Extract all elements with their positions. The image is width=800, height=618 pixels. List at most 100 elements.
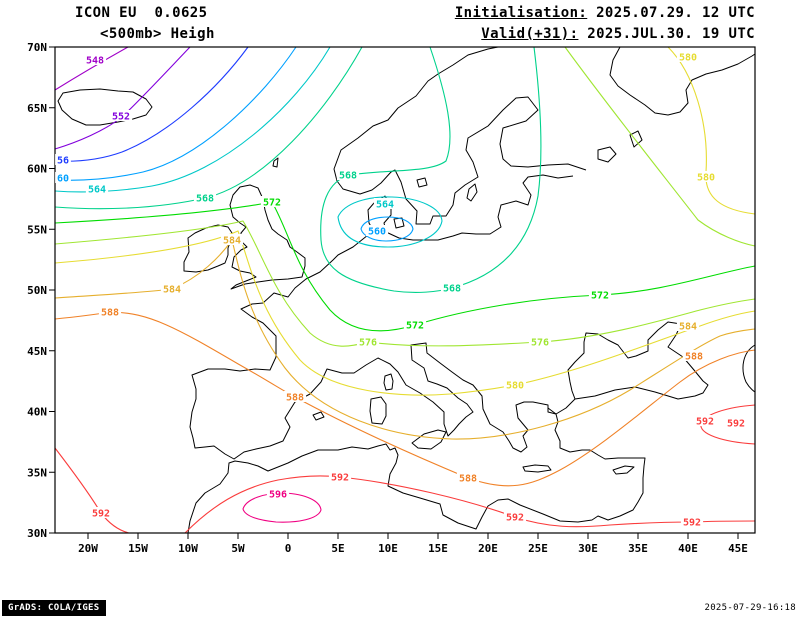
y-tick-label: 65N	[27, 102, 47, 115]
x-tick-label: 10W	[178, 542, 198, 555]
valid-label: Valid(+31):	[481, 26, 579, 42]
contour-592	[54, 447, 130, 534]
contour-556	[54, 46, 249, 162]
coastline	[597, 146, 617, 163]
contour-label-584: 584	[679, 322, 697, 333]
contour-label-bg	[503, 511, 527, 522]
contour-label-592: 592	[506, 513, 524, 524]
contour-label-bg	[694, 171, 718, 182]
contour-label-bg	[676, 320, 700, 331]
contour-label-bg	[693, 415, 717, 426]
contour-label-bg	[440, 282, 464, 293]
init-label: Initialisation:	[454, 5, 588, 21]
coastline	[411, 429, 447, 450]
contour-label-bg	[193, 192, 217, 203]
grads-badge: GrADS: COLA/IGES	[2, 600, 106, 616]
coastline	[229, 184, 306, 290]
contour-label-bg	[676, 51, 700, 62]
contour-label-bg	[336, 169, 360, 180]
contour-560	[54, 46, 297, 181]
coastline	[272, 157, 279, 168]
contour-label-568: 568	[339, 171, 357, 182]
contour-label-580: 580	[679, 53, 697, 64]
coastline	[312, 411, 325, 421]
x-tick-label: 20E	[478, 542, 498, 555]
coastline	[416, 177, 428, 188]
contour-label-576: 576	[359, 338, 377, 349]
coastline	[567, 321, 709, 400]
contour-label-576: 576	[531, 338, 549, 349]
coastline	[369, 396, 387, 425]
contour-label-592: 592	[331, 473, 349, 484]
y-tick-label: 30N	[27, 527, 47, 540]
contour-548	[54, 46, 129, 91]
contour-label-bg	[220, 234, 244, 245]
contour-label-564: 564	[88, 185, 106, 196]
contour-588	[54, 311, 756, 487]
contour-label-584: 584	[163, 285, 181, 296]
contour-label-bg	[160, 283, 184, 294]
contour-label-bg	[503, 379, 527, 390]
contour-label-592: 592	[696, 417, 714, 428]
contour-label-564: 564	[376, 200, 394, 211]
contour-label-bg	[83, 54, 107, 65]
contour-label-bg	[356, 336, 380, 347]
y-tick-label: 50N	[27, 284, 47, 297]
contour-label-bg	[55, 172, 71, 183]
coastline	[187, 407, 646, 534]
init-value: 2025.07.29. 12 UTC	[587, 5, 755, 21]
contour-label-556: 56	[57, 156, 69, 167]
coastline	[57, 88, 153, 126]
y-tick-label: 55N	[27, 223, 47, 236]
contour-label-580: 580	[506, 381, 524, 392]
contour-label-bg	[89, 507, 113, 518]
contour-label-bg	[283, 391, 307, 402]
coastline	[183, 224, 233, 273]
x-tick-label: 15W	[128, 542, 148, 555]
contour-564	[337, 196, 443, 248]
x-tick-label: 40E	[678, 542, 698, 555]
contour-label-bg	[98, 306, 122, 317]
coastline	[609, 46, 756, 116]
contour-label-bg	[724, 417, 748, 428]
contour-label-bg	[682, 350, 706, 361]
contour-label-bg	[588, 289, 612, 300]
x-tick-label: 0	[285, 542, 292, 555]
coastline	[333, 46, 587, 225]
x-tick-label: 20W	[78, 542, 98, 555]
contour-label-596: 596	[269, 490, 287, 501]
contour-label-bg	[373, 198, 397, 209]
contour-label-bg	[365, 225, 389, 236]
y-tick-label: 40N	[27, 406, 47, 419]
coastline	[466, 183, 478, 202]
contour-label-bg	[85, 183, 109, 194]
contour-label-588: 588	[101, 308, 119, 319]
x-tick-label: 15E	[428, 542, 448, 555]
coastline	[742, 344, 756, 393]
contour-592	[184, 475, 756, 534]
contour-label-588: 588	[459, 474, 477, 485]
y-tick-label: 70N	[27, 41, 47, 54]
valid-line: Valid(+31): 2025.JUL.30. 19 UTC	[481, 26, 755, 42]
model-title: ICON EU 0.0625	[75, 5, 208, 21]
contour-label-bg	[456, 472, 480, 483]
x-tick-label: 10E	[378, 542, 398, 555]
coastline	[383, 373, 394, 391]
init-line: Initialisation: 2025.07.29. 12 UTC	[455, 5, 755, 21]
y-tick-label: 35N	[27, 466, 47, 479]
contour-552	[54, 46, 191, 150]
contour-label-568: 568	[196, 194, 214, 205]
contour-label-580: 580	[697, 173, 715, 184]
contour-label-bg	[328, 471, 352, 482]
contour-label-592: 592	[727, 419, 745, 430]
contour-label-bg	[528, 336, 552, 347]
contour-label-592: 592	[92, 509, 110, 520]
coastline	[612, 465, 635, 475]
contour-572	[54, 201, 756, 332]
contour-label-bg	[109, 110, 133, 121]
coastline	[522, 464, 552, 473]
field-title: <500mb> Heigh	[100, 26, 215, 42]
contour-label-568: 568	[443, 284, 461, 295]
